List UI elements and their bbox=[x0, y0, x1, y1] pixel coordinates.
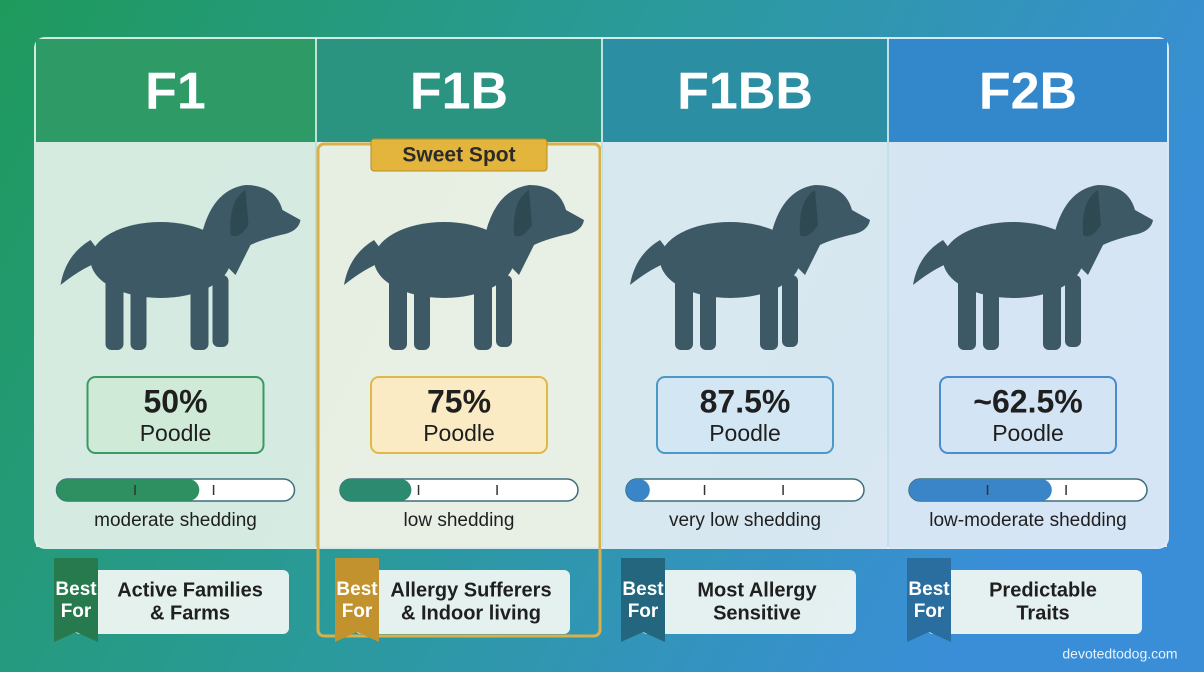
badge-text: Sweet Spot bbox=[402, 144, 515, 167]
column-title: F1 bbox=[145, 63, 206, 121]
shedding-fill bbox=[909, 479, 1052, 501]
best-for-tag bbox=[54, 558, 98, 642]
tag-text: For bbox=[628, 601, 659, 622]
footer: devotedtodog.com bbox=[1062, 646, 1177, 662]
percent-box bbox=[656, 376, 834, 454]
best-for-tag bbox=[907, 558, 951, 642]
best-for-text: Traits bbox=[1016, 602, 1069, 624]
tag-text: Best bbox=[336, 579, 378, 600]
best-for-text: Sensitive bbox=[713, 602, 801, 624]
shedding-track bbox=[625, 478, 865, 502]
best-for-text: Active Families bbox=[117, 579, 263, 601]
best-for-tag bbox=[621, 558, 665, 642]
percent-box bbox=[370, 376, 548, 454]
column-header bbox=[889, 39, 1167, 142]
breed: Poodle bbox=[992, 420, 1064, 446]
percent-box bbox=[86, 376, 265, 454]
column-header bbox=[317, 39, 601, 142]
tag-text: Best bbox=[908, 579, 950, 600]
column-header bbox=[603, 39, 887, 142]
shedding-label: very low shedding bbox=[669, 510, 821, 531]
column-header bbox=[36, 39, 315, 142]
best-for-text: Predictable bbox=[989, 579, 1097, 601]
percent: 87.5% bbox=[700, 383, 791, 419]
best-for-text: & Farms bbox=[150, 602, 230, 624]
best-for-card bbox=[355, 570, 570, 634]
tag-text: For bbox=[61, 601, 92, 622]
breed: Poodle bbox=[423, 420, 495, 446]
percent: 50% bbox=[143, 383, 207, 419]
column-title: F1BB bbox=[677, 63, 813, 121]
percent: ~62.5% bbox=[973, 383, 1082, 419]
breed: Poodle bbox=[709, 420, 781, 446]
tag-text: For bbox=[914, 601, 945, 622]
shedding-fill bbox=[626, 479, 650, 501]
best-for-text: Allergy Sufferers bbox=[390, 579, 551, 601]
breed: Poodle bbox=[140, 420, 212, 446]
best-for-card bbox=[74, 570, 289, 634]
percent: 75% bbox=[427, 383, 491, 419]
best-for-card bbox=[641, 570, 856, 634]
column-title: F2B bbox=[979, 63, 1077, 121]
percent-box bbox=[939, 376, 1117, 454]
best-for-text: Most Allergy bbox=[697, 579, 817, 601]
shedding-fill bbox=[340, 479, 412, 501]
badge bbox=[370, 138, 548, 172]
best-for-text: & Indoor living bbox=[401, 602, 541, 624]
shedding-fill bbox=[56, 479, 200, 501]
shedding-label: moderate shedding bbox=[94, 510, 257, 531]
shedding-label: low-moderate shedding bbox=[929, 510, 1127, 531]
tag-text: Best bbox=[622, 579, 664, 600]
shedding-label: low shedding bbox=[404, 510, 515, 531]
best-for-tag bbox=[335, 558, 379, 642]
tag-text: Best bbox=[55, 579, 97, 600]
tag-text: For bbox=[342, 601, 373, 622]
column-title: F1B bbox=[410, 63, 508, 121]
best-for-card bbox=[927, 570, 1142, 634]
